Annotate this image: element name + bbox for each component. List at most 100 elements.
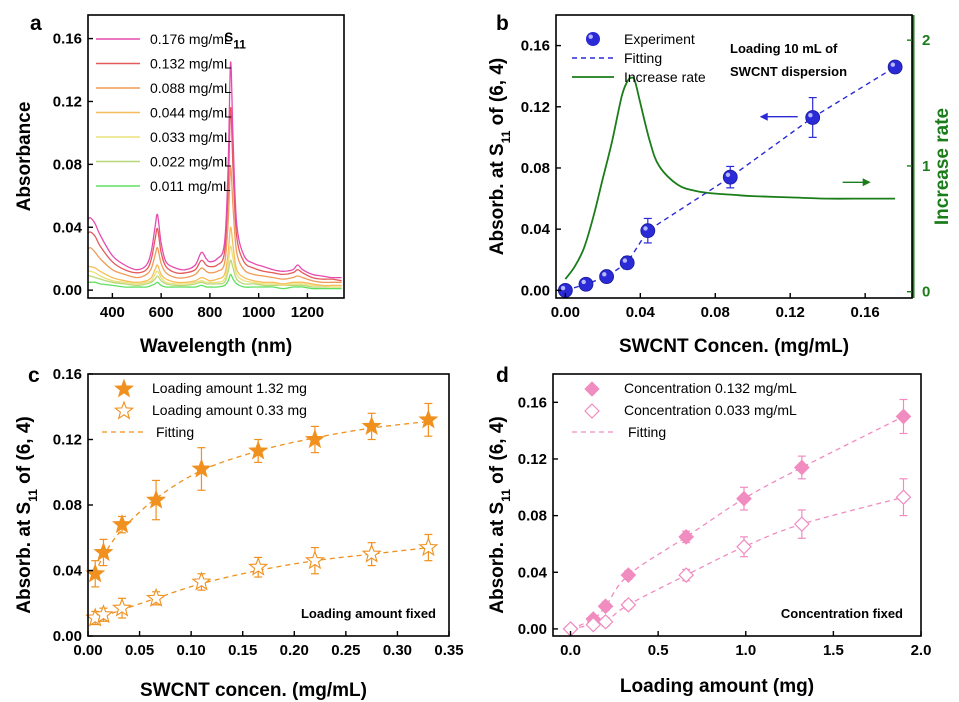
experiment-point [805, 110, 821, 125]
panel-d-x-tick-label: 1.5 [823, 642, 844, 659]
panel-d-y-axis-title: Absorb. at S11 of (6, 4) [487, 416, 513, 613]
filled-star-point [304, 428, 325, 449]
panel-b-x-axis-title: SWCNT Concen. (mg/mL) [619, 336, 849, 357]
panel-b-y-axis-title: Absorb. at S11 of (6, 4) [487, 58, 513, 255]
open-star-point [418, 537, 439, 557]
right-axis-arrow-head [862, 178, 871, 187]
panel-a-y-tick-label: 0.04 [53, 219, 83, 236]
legend-label: Loading amount 1.32 mg [152, 380, 307, 396]
legend-open-diamond [584, 403, 600, 419]
panel-b-frame [555, 14, 913, 299]
open-diamond-point [793, 516, 810, 532]
panel-b-annotation-line: SWCNT dispersion [730, 64, 847, 79]
panel-d-y-tick-label: 0.08 [518, 508, 547, 525]
experiment-point-highlight [602, 272, 607, 277]
panel-a-x-tick-label: 600 [149, 304, 174, 321]
panel-c-y-tick-label: 0.16 [53, 366, 82, 383]
panel-b-y-tick-label: 0.00 [521, 282, 550, 299]
experiment-point-highlight [890, 62, 896, 67]
open-star-point [361, 543, 382, 563]
panel-a-y-tick-label: 0.12 [53, 93, 82, 110]
panel-c-x-tick-label: 0.20 [280, 642, 309, 659]
panel-c: c 0.00 0.05 0.10 0.15 0.20 0.25 0.30 0.35 0.00 0.0… [14, 364, 464, 701]
open-diamond-point [895, 489, 912, 506]
filled-diamond-point [895, 408, 912, 425]
legend-label: Increase rate [624, 69, 706, 85]
peak-label-subscript: 11 [233, 38, 246, 52]
panel-a-x-tick-label: 800 [197, 304, 222, 321]
panel-a-y-tick-label: 0.08 [53, 156, 82, 173]
panel-b-y-tick-label: 0.04 [521, 221, 551, 238]
legend-label: 0.132 mg/mL [150, 56, 232, 72]
legend-filled-star [114, 378, 134, 398]
y-title-subscript: 11 [499, 489, 513, 502]
experiment-point-highlight [725, 172, 731, 178]
experiment-point-highlight [808, 112, 813, 118]
panel-c-x-tick-label: 0.30 [383, 642, 412, 659]
panel-b-y2-tick-label: 1 [922, 158, 930, 175]
experiment-point-highlight [560, 285, 566, 291]
legend-label: 0.022 mg/mL [150, 154, 232, 170]
panel-a-x-tick-label: 400 [100, 304, 125, 321]
experiment-point [578, 276, 594, 292]
panel-c-x-axis-title: SWCNT concen. (mg/mL) [140, 680, 367, 701]
experiment-point [722, 169, 738, 185]
panel-b-y-tick-label: 0.16 [521, 38, 550, 55]
panel-b-letter: b [496, 12, 509, 35]
panel-c-x-tick-label: 0.00 [73, 642, 102, 659]
experiment-point-highlight [581, 279, 586, 285]
panel-c-y-axis-title: Absorb. at S11 of (6, 4) [14, 416, 40, 613]
legend-label: Fitting [624, 50, 662, 66]
legend-experiment-marker-highlight [588, 34, 593, 39]
panel-c-annotation: Loading amount fixed [301, 606, 436, 621]
panel-b-y2-axis-title: Increase rate [932, 108, 953, 225]
legend-label: Fitting [628, 424, 666, 440]
filled-star-point [191, 458, 212, 478]
panel-b-annotation-line: Loading 10 mL of [730, 41, 838, 56]
open-diamond-point [620, 596, 637, 613]
panel-c-x-tick-label: 0.25 [331, 642, 360, 659]
increase-rate-line [564, 76, 896, 280]
panel-b-x-tick-label: 0.16 [851, 304, 880, 321]
open-diamond-point [597, 613, 614, 630]
legend-experiment-marker [586, 32, 600, 46]
filled-diamond-point [793, 459, 810, 476]
panel-c-letter: c [28, 364, 40, 387]
open-diamond-point [678, 567, 695, 583]
panel-c-x-tick-label: 0.10 [177, 642, 206, 659]
panel-c-x-tick-label: 0.35 [434, 642, 463, 659]
filled-diamond-point [736, 490, 752, 507]
experiment-point [619, 255, 635, 271]
spectrum-line [87, 61, 342, 279]
spectrum-line [87, 245, 342, 288]
legend-label: Concentration 0.033 mg/mL [624, 402, 797, 418]
panel-a-x-tick-label: 1000 [242, 304, 275, 321]
legend-label: 0.176 mg/mL [150, 31, 232, 47]
spectrum-line [87, 166, 342, 284]
panel-a: a 400 600 800 1000 1200 0.00 0.04 0.08 0.12 0.16 Wa… [14, 12, 345, 357]
legend-label: Fitting [156, 424, 194, 440]
panel-a-y-tick-label: 0.00 [53, 282, 82, 299]
experiment-point [887, 59, 903, 75]
experiment-point-highlight [622, 258, 628, 263]
fitting-line [565, 66, 896, 292]
legend-label: Experiment [624, 31, 695, 47]
filled-diamond-point [678, 529, 695, 545]
panel-c-y-tick-label: 0.12 [53, 432, 82, 449]
panel-d-y-tick-label: 0.16 [518, 394, 547, 411]
panel-b-x-tick-label: 0.12 [776, 304, 805, 321]
panel-b-y2-tick-label: 0 [922, 284, 930, 301]
experiment-point [599, 269, 614, 284]
panel-b-y2-tick-label: 2 [922, 32, 930, 49]
legend-label: 0.088 mg/mL [150, 80, 232, 96]
peak-label-main: S [225, 30, 234, 45]
open-star-point [93, 604, 114, 624]
fitting-curve [94, 420, 429, 575]
panel-a-y-axis-title: Absorbance [14, 102, 35, 212]
open-diamond-point [585, 616, 602, 633]
legend-label: 0.033 mg/mL [150, 129, 232, 145]
filled-star-point [361, 415, 382, 435]
left-axis-arrow-head [759, 112, 768, 121]
filled-star-point [418, 409, 439, 429]
panel-c-x-tick-label: 0.05 [125, 642, 154, 659]
